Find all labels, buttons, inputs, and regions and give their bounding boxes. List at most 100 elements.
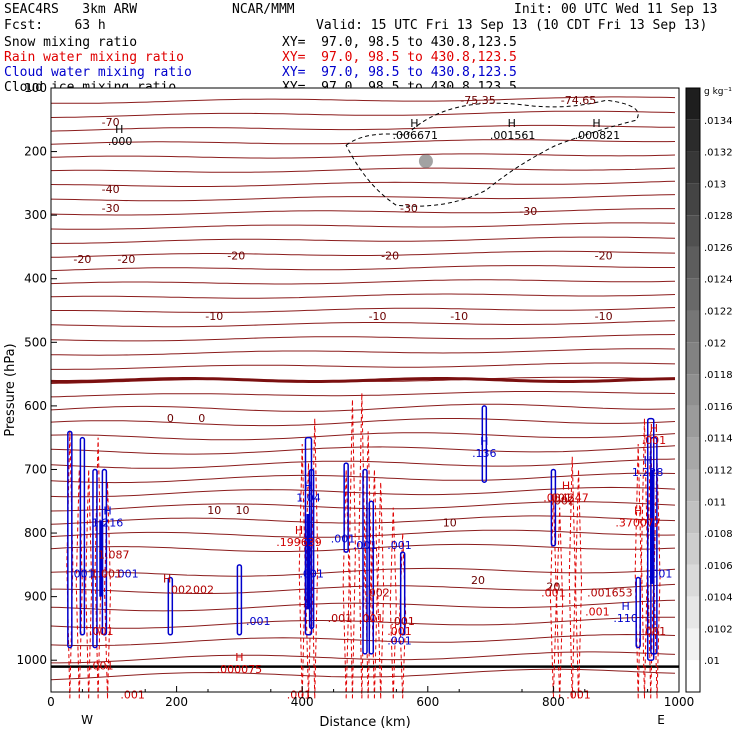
isotherm-label: -20 [73,253,91,266]
cloud-water-contour [368,500,375,655]
snow-max-value: .006671 [392,129,438,142]
init-time: Init: 00 UTC Wed 11 Sep 13 [514,2,718,17]
isotherm-label: 20 [546,580,560,593]
colorbar-swatch [686,533,700,565]
x-tick-label: 600 [416,695,439,709]
isotherm-line [50,334,676,342]
cloud-water-contour [79,436,86,636]
cloud-water-contour [481,405,488,483]
colorbar-swatch [686,215,700,247]
isotherm-line [50,96,676,104]
field-rain-name: Rain water mixing ratio [4,50,185,65]
isotherm-label: -20 [381,250,399,263]
rain-max-label: H [295,524,303,537]
isotherm-line [50,139,676,145]
snow-max-value: .000821 [575,129,621,142]
isotherm-label: -10 [369,310,387,323]
snow-max-blob [418,154,433,169]
project-title: SEAC4RS 3km ARW [4,2,138,17]
west-label: W [81,713,93,727]
colorbar-tick-label: .0104 [704,593,733,604]
colorbar-tick-label: .012 [704,338,726,349]
x-tick-label: 200 [165,695,188,709]
isotherm-line [50,236,676,244]
colorbar-swatch [686,278,700,311]
colorbar-tick-label: .0124 [704,275,733,286]
y-axis-label: Pressure (hPa) [3,343,18,436]
cloud-water-contour [92,468,98,649]
colorbar-tick-label: .0126 [704,243,733,254]
rain-contour [389,507,397,699]
colorbar-swatch [686,564,700,597]
field-snow-name: Snow mixing ratio [4,35,138,50]
org-label: NCAR/MMM [232,2,295,17]
rain-max-value: .199639 [276,536,322,549]
colorbar-swatch [686,469,700,502]
rain-contour [348,399,356,699]
isotherm-line [50,194,676,202]
colorbar-tick-label: .0134 [704,116,733,127]
field-cloud-water-name: Cloud water mixing ratio [4,65,192,80]
rain-max-label: H [235,651,243,664]
colorbar-swatch [686,183,700,216]
y-tick-label: 600 [24,399,47,413]
isotherm-label: 10 [236,504,250,517]
x-tick-label: 400 [291,695,314,709]
freezing-level-line [50,377,676,383]
cloud-water-max-value: 1.04 [296,491,321,504]
isotherm-line [50,250,676,258]
cloud-water-contour [362,468,368,655]
isotherm-line [50,124,675,132]
isotherm-line [50,180,676,187]
contour-label: H [163,573,171,586]
isotherm-line [50,110,676,118]
rain-max-label: H [650,422,658,435]
colorbar-swatch [686,405,700,438]
cloud-water-contour [304,436,313,636]
forecast-hour: Fcst: 63 h [4,18,106,33]
rain-contour [399,533,407,699]
field-snow-xy: XY= 97.0, 98.5 to 430.8,123.5 [282,35,517,50]
isotherm-label: -75.35 [460,94,495,107]
y-tick-label: 900 [24,590,47,604]
cloud-water-max-value: 1.228 [632,466,664,479]
isotherm-line [50,167,676,173]
x-tick-label: 800 [542,695,565,709]
cloud-water-contour [167,576,174,636]
colorbar-tick-label: .0112 [704,465,733,476]
x-axis-label: Distance (km) [319,715,410,730]
colorbar-tick-label: .013 [704,179,726,190]
cloud-water-max-value: .136 [472,447,497,460]
rain-contour-label: .001 [541,587,566,600]
cloud-water-max-value: 1.216 [92,517,124,530]
snow-max-label: H [508,117,516,130]
contour-label: .002 [167,583,192,596]
colorbar-swatch [686,88,700,120]
colorbar-swatch [686,342,700,375]
plot-frame [50,87,680,693]
isotherm-label: -30 [102,202,120,215]
rain-contour [568,456,576,699]
rain-contour [342,469,350,699]
rain-contour [94,437,102,699]
y-tick-label: 700 [24,462,47,476]
isotherm-label: -40 [102,183,120,196]
colorbar-unit: g kg⁻¹ [704,87,732,97]
isotherm-line [51,362,676,370]
colorbar-tick-label: .01 [704,656,720,667]
cloud-water-max-label: H [304,479,312,492]
isotherm-label: 10 [443,517,457,530]
cloud-water-contour-label: .001 [353,539,378,552]
rain-contour [370,469,378,699]
colorbar-tick-label: .0128 [704,211,733,222]
rain-contour [104,482,112,699]
rain-contour-label: .001 [89,660,114,673]
cloud-water-contour [343,462,349,553]
cloud-water-contour [635,576,641,649]
cloud-water-max-label: H [103,505,111,518]
snow-max-value: .001561 [490,129,536,142]
colorbar-tick-label: .0132 [704,148,733,159]
colorbar-swatch [686,119,700,152]
rain-contour [575,469,583,699]
isotherm-label: 20 [471,574,485,587]
